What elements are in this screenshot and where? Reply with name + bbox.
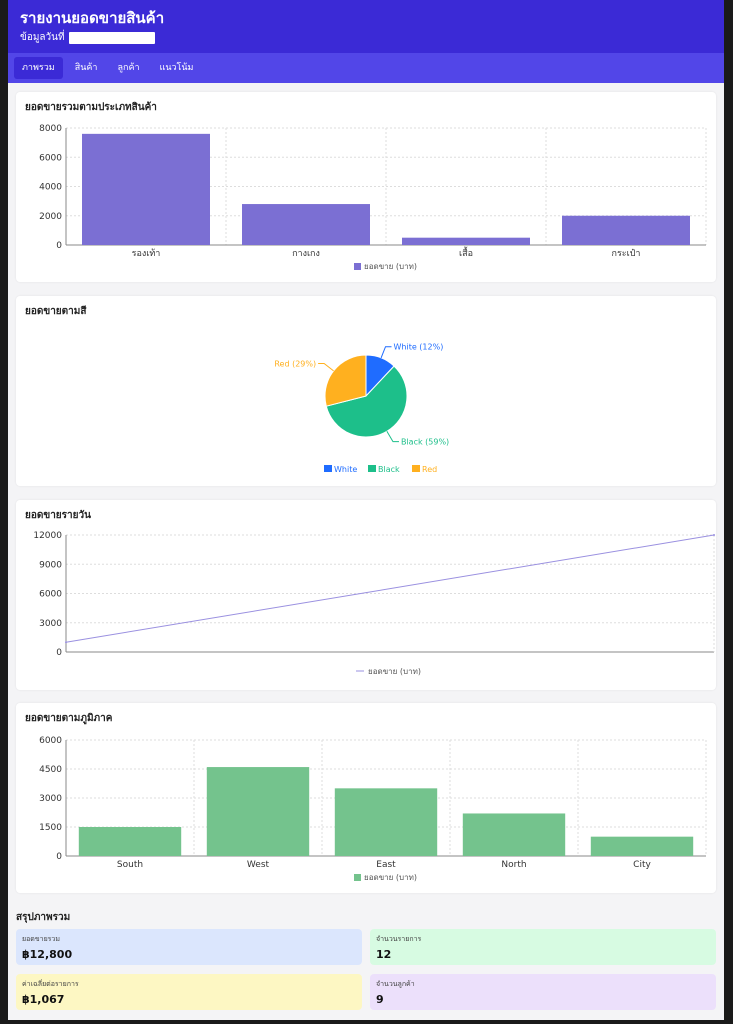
stat-label: ยอดขายรวม bbox=[22, 935, 60, 943]
y-tick-label: 6000 bbox=[39, 153, 62, 163]
pie-leader-line bbox=[380, 346, 392, 359]
series-line bbox=[65, 534, 715, 643]
page-title: รายงานยอดขายสินค้า bbox=[20, 9, 165, 27]
y-tick-label: 6000 bbox=[39, 590, 62, 600]
category-chart-card: ยอดขายรวมตามประเภทสินค้า 0 2000 4000 6000 80… bbox=[16, 92, 716, 282]
x-tick-label: West bbox=[247, 860, 270, 870]
category-chart-title: ยอดขายรวมตามประเภทสินค้า bbox=[25, 102, 157, 113]
daily-line-chart: 0 3000 6000 9000 12000 ยอดขาย (บาท) bbox=[33, 531, 715, 676]
stat-label: ค่าเฉลี่ยต่อรายการ bbox=[22, 980, 79, 988]
daily-chart-title: ยอดขายรายวัน bbox=[25, 510, 91, 521]
region-chart-title: ยอดขายตามภูมิภาค bbox=[25, 713, 113, 724]
data-point bbox=[713, 534, 715, 536]
bar bbox=[462, 813, 566, 856]
stat-customer-count: จำนวนลูกค้า 9 bbox=[370, 974, 716, 1010]
bar bbox=[82, 133, 210, 245]
x-tick-label: เสื้อ bbox=[459, 246, 473, 259]
region-bar-chart: 0 1500 3000 4500 6000 South West East North City ย… bbox=[39, 736, 707, 882]
legend-label: ยอดขาย (บาท) bbox=[364, 262, 417, 271]
bar bbox=[402, 237, 530, 245]
date-value-box bbox=[68, 31, 155, 44]
y-tick-label: 6000 bbox=[39, 736, 62, 746]
y-tick-label: 0 bbox=[56, 648, 62, 658]
stat-value: ฿1,067 bbox=[22, 993, 65, 1006]
summary-title: สรุปภาพรวม bbox=[16, 912, 71, 923]
report-page: รายงานยอดขายสินค้า ข้อมูลวันที่ ภาพรวม ส… bbox=[8, 0, 724, 1020]
color-chart-title: ยอดขายตามสี bbox=[25, 306, 87, 317]
date-line: ข้อมูลวันที่ bbox=[20, 30, 712, 45]
pie-slice bbox=[324, 354, 367, 407]
legend-label: ยอดขาย (บาท) bbox=[364, 873, 417, 882]
x-tick-label: กระเป๋า bbox=[612, 248, 641, 259]
y-tick-label: 9000 bbox=[39, 560, 62, 570]
date-label: ข้อมูลวันที่ bbox=[20, 32, 65, 43]
x-tick-label: South bbox=[117, 860, 143, 870]
category-bar-chart: 0 2000 4000 6000 8000 รองเท้า กางเกง เสื้อ กระเป… bbox=[39, 124, 707, 271]
x-tick-label: East bbox=[376, 860, 396, 870]
stat-average: ค่าเฉลี่ยต่อรายการ ฿1,067 bbox=[16, 974, 362, 1010]
pie-leader-line bbox=[386, 431, 399, 443]
bar bbox=[562, 215, 690, 245]
tab-products[interactable]: สินค้า bbox=[74, 63, 98, 73]
legend-swatch bbox=[368, 465, 376, 472]
legend-swatch bbox=[412, 465, 420, 472]
daily-chart-card: ยอดขายรายวัน 0 3000 6000 9000 12000 ยอดขาย (บ… bbox=[16, 500, 716, 690]
stat-value: 9 bbox=[376, 993, 384, 1006]
stat-total-sales: ยอดขายรวม ฿12,800 bbox=[16, 929, 362, 965]
y-tick-label: 0 bbox=[56, 241, 62, 251]
y-tick-label: 8000 bbox=[39, 124, 62, 134]
y-tick-label: 3000 bbox=[39, 794, 62, 804]
nav-tabs: ภาพรวม สินค้า ลูกค้า แนวโน้ม bbox=[8, 53, 724, 83]
pie-slice-label: Black (59%) bbox=[401, 438, 449, 447]
region-chart-card: ยอดขายตามภูมิภาค 0 1500 3000 4500 6000 South W… bbox=[16, 703, 716, 893]
stat-order-count: จำนวนรายการ 12 bbox=[370, 929, 716, 965]
legend-swatch bbox=[354, 263, 361, 270]
stat-label: จำนวนลูกค้า bbox=[376, 980, 415, 988]
tab-trends[interactable]: แนวโน้ม bbox=[159, 63, 194, 73]
bar bbox=[206, 767, 310, 856]
data-point bbox=[65, 641, 67, 644]
tab-overview[interactable]: ภาพรวม bbox=[14, 57, 63, 79]
y-tick-label: 1500 bbox=[39, 823, 62, 833]
legend-swatch bbox=[324, 465, 332, 472]
legend-label: Red bbox=[422, 465, 437, 474]
pie-leader-line bbox=[318, 363, 334, 372]
y-tick-label: 4000 bbox=[39, 183, 62, 193]
y-tick-label: 3000 bbox=[39, 619, 62, 629]
legend-label: ยอดขาย (บาท) bbox=[368, 667, 421, 676]
y-tick-label: 12000 bbox=[33, 531, 62, 541]
color-pie-chart: White (12%) Black (59%) Red (29%) White Blac… bbox=[274, 343, 449, 474]
pie-slice-label: White (12%) bbox=[394, 343, 444, 352]
bar bbox=[334, 788, 438, 856]
report-header: รายงานยอดขายสินค้า ข้อมูลวันที่ bbox=[8, 0, 724, 53]
x-tick-label: City bbox=[633, 860, 651, 870]
legend-label: Black bbox=[378, 465, 400, 474]
bar bbox=[590, 836, 694, 856]
x-tick-label: North bbox=[501, 860, 526, 870]
y-tick-label: 0 bbox=[56, 852, 62, 862]
y-tick-label: 4500 bbox=[39, 765, 62, 775]
x-tick-label: กางเกง bbox=[292, 249, 320, 259]
x-tick-label: รองเท้า bbox=[132, 248, 161, 259]
pie-slice-label: Red (29%) bbox=[274, 360, 316, 369]
stat-value: ฿12,800 bbox=[22, 948, 73, 961]
tab-customers[interactable]: ลูกค้า bbox=[117, 63, 140, 73]
legend-label: White bbox=[334, 465, 357, 474]
legend-swatch bbox=[354, 874, 361, 881]
stat-label: จำนวนรายการ bbox=[376, 935, 422, 943]
bar bbox=[78, 827, 182, 856]
pie-slice bbox=[325, 365, 408, 438]
bar bbox=[242, 204, 370, 245]
y-tick-label: 2000 bbox=[39, 212, 62, 222]
stat-value: 12 bbox=[376, 948, 392, 961]
color-chart-card: ยอดขายตามสี White (12%) Black (59%) Red (2… bbox=[16, 296, 716, 486]
